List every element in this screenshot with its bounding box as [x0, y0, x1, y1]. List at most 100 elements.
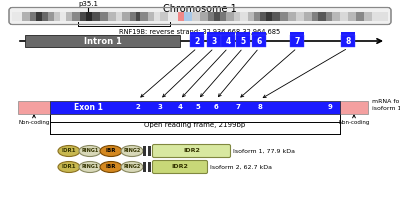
Bar: [220, 12, 226, 21]
Bar: [221, 31, 235, 36]
Text: 7: 7: [294, 37, 300, 46]
Bar: [326, 12, 332, 21]
Ellipse shape: [100, 162, 122, 172]
Bar: [236, 35, 250, 47]
Bar: [12, 12, 22, 21]
Bar: [130, 12, 136, 21]
Bar: [190, 35, 204, 47]
Ellipse shape: [79, 162, 101, 172]
Text: Intron 1: Intron 1: [84, 37, 122, 46]
Text: IDR1: IDR1: [62, 149, 76, 153]
Bar: [236, 31, 250, 36]
Text: 2: 2: [136, 104, 140, 110]
Bar: [48, 12, 54, 21]
Bar: [207, 35, 221, 47]
Text: IDR2: IDR2: [183, 149, 200, 153]
Bar: [288, 12, 296, 21]
Bar: [72, 12, 80, 21]
Text: mRNA for NKLAM
isoform 1, 2687 bp: mRNA for NKLAM isoform 1, 2687 bp: [372, 99, 400, 111]
Bar: [18, 101, 50, 113]
Bar: [148, 12, 154, 21]
Bar: [340, 101, 368, 113]
Text: 5: 5: [240, 37, 246, 46]
Text: 9: 9: [328, 104, 332, 110]
Text: RING2: RING2: [123, 149, 141, 153]
Bar: [92, 12, 100, 21]
Text: 4: 4: [178, 104, 182, 110]
Text: IBR: IBR: [106, 149, 116, 153]
Bar: [260, 12, 266, 21]
Text: 7: 7: [236, 104, 240, 110]
Text: RNF19B: reverse strand: 32,936,668-32,964,685: RNF19B: reverse strand: 32,936,668-32,96…: [119, 29, 281, 35]
Text: 3: 3: [211, 37, 217, 46]
Bar: [248, 12, 254, 21]
Bar: [340, 12, 348, 21]
Text: IBR: IBR: [106, 165, 116, 169]
Text: p35.1: p35.1: [78, 0, 98, 6]
Bar: [290, 35, 304, 47]
Bar: [341, 35, 355, 47]
Bar: [60, 12, 66, 21]
Bar: [178, 12, 184, 21]
Bar: [22, 12, 30, 21]
Bar: [42, 12, 48, 21]
Bar: [140, 12, 148, 21]
Bar: [80, 12, 86, 21]
Ellipse shape: [121, 146, 143, 156]
Text: Isoform 2, 62.7 kDa: Isoform 2, 62.7 kDa: [210, 165, 272, 169]
Bar: [66, 12, 72, 21]
Bar: [154, 12, 160, 21]
Text: IDR1: IDR1: [62, 165, 76, 169]
Text: 6: 6: [214, 104, 218, 110]
Bar: [108, 12, 116, 21]
Bar: [240, 12, 248, 21]
Bar: [184, 12, 192, 21]
Ellipse shape: [79, 146, 101, 156]
Text: 5: 5: [196, 104, 200, 110]
Bar: [296, 12, 304, 21]
Bar: [290, 31, 304, 36]
Bar: [148, 162, 150, 172]
Bar: [116, 12, 122, 21]
Text: 8: 8: [258, 104, 262, 110]
Bar: [148, 146, 150, 156]
Bar: [143, 162, 146, 172]
Bar: [280, 12, 288, 21]
Bar: [226, 12, 234, 21]
Bar: [36, 12, 42, 21]
Text: Exon 1: Exon 1: [74, 103, 102, 111]
Bar: [54, 12, 60, 21]
Bar: [143, 146, 146, 156]
Bar: [356, 12, 364, 21]
Bar: [348, 12, 356, 21]
Text: 8: 8: [345, 37, 351, 46]
Bar: [221, 35, 235, 47]
Bar: [100, 12, 108, 21]
Text: IDR2: IDR2: [172, 165, 188, 169]
Bar: [266, 12, 272, 21]
Ellipse shape: [58, 162, 80, 172]
Bar: [341, 31, 355, 36]
Text: RING2: RING2: [123, 165, 141, 169]
Text: RING1: RING1: [81, 165, 99, 169]
Text: Non-coding: Non-coding: [18, 119, 50, 125]
Bar: [252, 31, 266, 36]
Bar: [50, 101, 340, 113]
FancyBboxPatch shape: [152, 144, 230, 158]
Bar: [25, 35, 180, 47]
Text: 4: 4: [225, 37, 231, 46]
Bar: [304, 12, 312, 21]
FancyBboxPatch shape: [152, 160, 208, 174]
Bar: [332, 12, 340, 21]
Bar: [214, 12, 220, 21]
Ellipse shape: [100, 146, 122, 156]
Text: Open reading frame, 2199bp: Open reading frame, 2199bp: [144, 122, 246, 128]
Text: Chromosome 1: Chromosome 1: [163, 4, 237, 14]
Text: 2: 2: [194, 37, 200, 46]
Bar: [192, 12, 200, 21]
Bar: [136, 12, 140, 21]
Bar: [190, 31, 204, 36]
Bar: [160, 12, 168, 21]
Bar: [312, 12, 318, 21]
Bar: [168, 12, 178, 21]
